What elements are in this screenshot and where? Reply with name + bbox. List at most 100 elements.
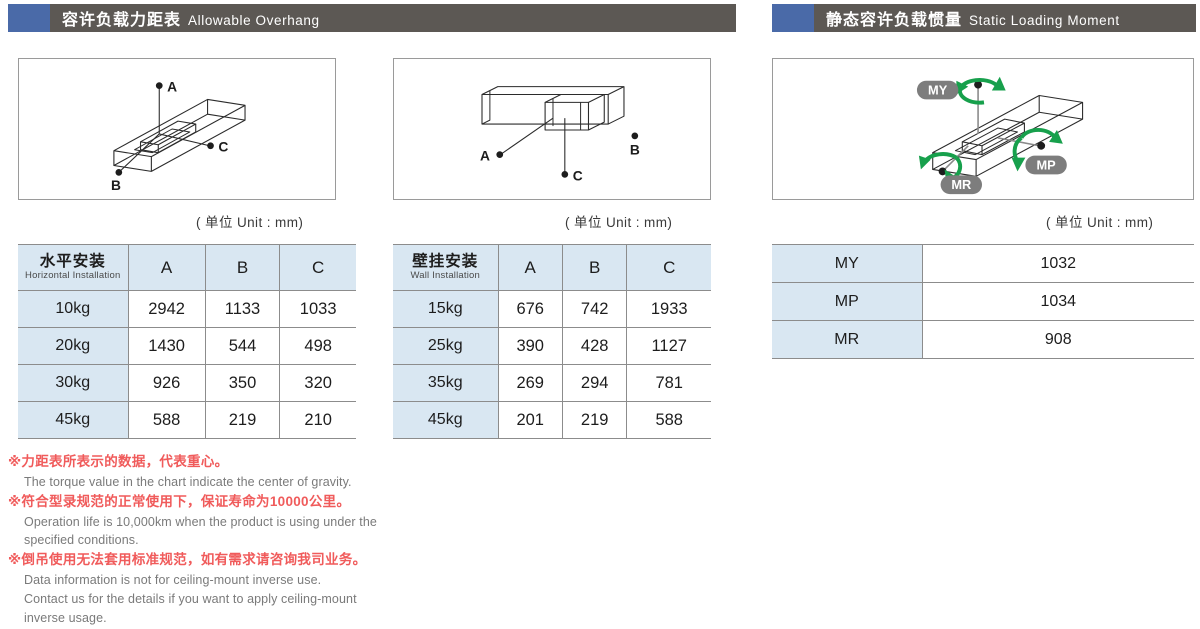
row-label: 15kg [393, 290, 498, 328]
unit-caption-wall: ( 单位 Unit : mm) [565, 215, 673, 230]
row-label: 10kg [18, 290, 128, 328]
point-c-dot [207, 142, 214, 150]
my-axis-dot [974, 80, 983, 89]
row-label: 20kg [18, 327, 128, 365]
header-text-group: 静态容许负载惯量 Static Loading Moment [814, 6, 1120, 30]
axis-label-b: B [111, 178, 121, 193]
table-row: 35kg 269 294 781 [393, 364, 711, 402]
row-value-mp: 1034 [921, 282, 1194, 321]
row-label: 35kg [393, 364, 498, 402]
unit-caption-horizontal: ( 单位 Unit : mm) [196, 215, 304, 230]
cell-b: 219 [561, 401, 627, 439]
header-title-en: Allowable Overhang [188, 13, 320, 28]
table-row: 45kg 201 219 588 [393, 401, 711, 439]
cell-a: 269 [497, 364, 563, 402]
note-2-en-line-2: specified conditions. [24, 533, 139, 548]
cell-a: 390 [497, 327, 563, 365]
my-rotation-arrow [956, 76, 1006, 105]
point-b-dot [631, 132, 639, 140]
table-static-loading-moment: MY 1032 MP 1034 MR 908 [772, 244, 1194, 359]
header-title-cn: 静态容许负载惯量 [826, 12, 963, 29]
axis-label-c: C [218, 140, 228, 155]
horizontal-rail-drawing: A B C [111, 80, 246, 193]
table-row: 25kg 390 428 1127 [393, 327, 711, 365]
table-row: 20kg 1430 544 498 [18, 327, 356, 365]
table-row: 15kg 676 742 1933 [393, 290, 711, 328]
row-label: 45kg [18, 401, 128, 439]
cell-c: 1933 [626, 290, 711, 328]
table-caption-cell: 水平安装 Horizontal Installation [18, 244, 128, 291]
axis-label-a: A [167, 80, 177, 95]
wall-rail-drawing: A B C [480, 86, 640, 183]
row-value-my: 1032 [921, 244, 1194, 283]
table-caption-en: Horizontal Installation [25, 269, 121, 281]
note-3-en-line-1: Data information is not for ceiling-moun… [24, 573, 322, 588]
point-a-dot [155, 82, 163, 89]
note-1-cn: ※力距表所表示的数据，代表重心。 [8, 454, 229, 469]
cell-a: 2942 [127, 290, 206, 328]
table-wall-installation: 壁挂安装 Wall Installation A B C 15kg 676 74… [393, 244, 711, 439]
column-header-c: C [626, 244, 711, 291]
table-header-row: 壁挂安装 Wall Installation A B C [393, 244, 711, 291]
diagram-panel-moment: MY MP MR [772, 58, 1194, 200]
cell-c: 210 [279, 401, 356, 439]
section-header-static-loading-moment: 静态容许负载惯量 Static Loading Moment [772, 4, 1196, 32]
diagram-panel-horizontal: A B C [18, 58, 336, 200]
row-label-my: MY [772, 244, 922, 283]
cell-b: 428 [561, 327, 627, 365]
cell-a: 1430 [127, 327, 206, 365]
table-caption-cn: 壁挂安装 [412, 253, 479, 271]
table-caption-en: Wall Installation [410, 269, 481, 281]
row-label: 25kg [393, 327, 498, 365]
row-label: 45kg [393, 401, 498, 439]
note-2-cn: ※符合型录规范的正常使用下，保证寿命为10000公里。 [8, 493, 351, 509]
cell-a: 588 [127, 401, 206, 439]
badge-label-mp: MP [1036, 157, 1056, 172]
table-horizontal-installation: 水平安装 Horizontal Installation A B C 10kg … [18, 244, 356, 439]
cell-c: 320 [279, 364, 356, 402]
mp-rotation-arrow [1011, 128, 1063, 172]
cell-c: 1033 [279, 290, 356, 328]
axis-label-c: C [573, 168, 583, 183]
column-header-b: B [204, 244, 280, 291]
cell-a: 926 [127, 364, 206, 402]
axis-label-b: B [630, 143, 640, 158]
header-accent-square [8, 4, 50, 32]
table-caption-cn: 水平安装 [39, 253, 106, 271]
diagram-panel-wall: A B C [393, 58, 711, 200]
cell-b: 219 [204, 401, 280, 439]
mr-axis-dot [938, 167, 947, 176]
cell-a: 676 [497, 290, 563, 328]
cell-c: 498 [279, 327, 356, 365]
badge-my: MY [916, 80, 959, 100]
column-header-a: A [497, 244, 563, 291]
point-c-dot [561, 171, 569, 178]
badge-label-mr: MR [951, 177, 971, 192]
point-a-dot [496, 151, 504, 158]
moment-rail-drawing: MY MP MR [916, 76, 1084, 195]
badge-mr: MR [940, 175, 983, 195]
note-3-cn: ※倒吊使用无法套用标准规范，如有需求请咨询我司业务。 [8, 552, 367, 568]
cell-c: 781 [626, 364, 711, 402]
note-3-en-line-2: Contact us for the details if you want t… [24, 591, 357, 606]
header-accent-square [772, 4, 814, 32]
column-header-a: A [127, 244, 206, 291]
cell-b: 294 [561, 364, 627, 402]
cell-c: 1127 [626, 327, 711, 365]
badge-mp: MP [1025, 155, 1067, 175]
table-caption-cell: 壁挂安装 Wall Installation [393, 244, 498, 291]
row-label-mp: MP [772, 282, 922, 321]
header-title-cn: 容许负载力距表 [62, 12, 182, 29]
column-header-b: B [561, 244, 627, 291]
header-title-en: Static Loading Moment [969, 13, 1120, 28]
axis-label-a: A [480, 149, 490, 164]
cell-a: 201 [497, 401, 563, 439]
table-row: 10kg 2942 1133 1033 [18, 290, 356, 328]
table-row: MR 908 [772, 320, 1194, 359]
header-text-group: 容许负载力距表 Allowable Overhang [50, 6, 320, 30]
row-label: 30kg [18, 364, 128, 402]
cell-b: 350 [204, 364, 280, 402]
row-label-mr: MR [772, 320, 922, 359]
footnotes: ※力距表所表示的数据，代表重心。 The torque value in the… [8, 452, 528, 627]
table-row: 45kg 588 219 210 [18, 401, 356, 439]
